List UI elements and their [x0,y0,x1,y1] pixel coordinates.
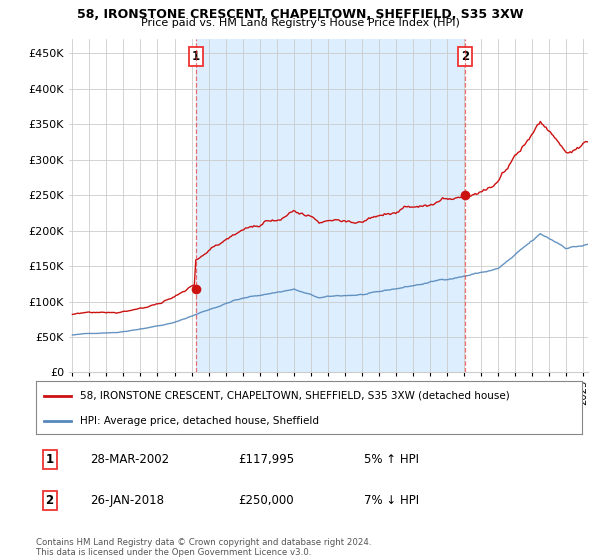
Text: 2: 2 [46,494,54,507]
Text: 58, IRONSTONE CRESCENT, CHAPELTOWN, SHEFFIELD, S35 3XW (detached house): 58, IRONSTONE CRESCENT, CHAPELTOWN, SHEF… [80,391,509,401]
Text: £250,000: £250,000 [238,494,293,507]
Text: 28-MAR-2002: 28-MAR-2002 [91,454,170,466]
Text: 2: 2 [461,50,469,63]
Text: 1: 1 [191,50,200,63]
Bar [196,39,465,372]
Text: 26-JAN-2018: 26-JAN-2018 [91,494,164,507]
Text: HPI: Average price, detached house, Sheffield: HPI: Average price, detached house, Shef… [80,416,319,426]
Text: £117,995: £117,995 [238,454,294,466]
Text: 1: 1 [46,454,54,466]
Text: Price paid vs. HM Land Registry's House Price Index (HPI): Price paid vs. HM Land Registry's House … [140,18,460,29]
Text: 58, IRONSTONE CRESCENT, CHAPELTOWN, SHEFFIELD, S35 3XW: 58, IRONSTONE CRESCENT, CHAPELTOWN, SHEF… [77,8,523,21]
Text: Contains HM Land Registry data © Crown copyright and database right 2024.
This d: Contains HM Land Registry data © Crown c… [36,538,371,557]
Text: 5% ↑ HPI: 5% ↑ HPI [364,454,419,466]
Text: 7% ↓ HPI: 7% ↓ HPI [364,494,419,507]
